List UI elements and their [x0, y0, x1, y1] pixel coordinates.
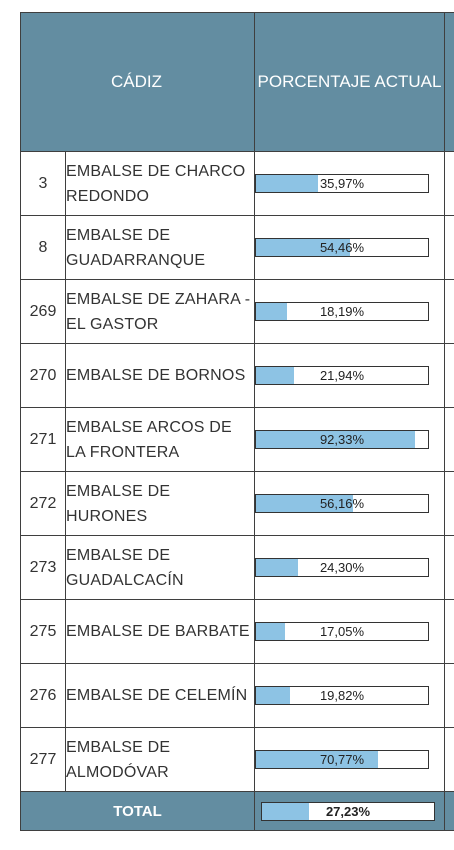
total-progress-bar: 27,23%	[261, 801, 435, 821]
percentage-cell: 35,97%	[254, 151, 445, 216]
extra-column-cell	[444, 599, 454, 664]
table-row: 272 EMBALSE DE HURONES 56,16%	[20, 471, 454, 536]
reservoir-name: EMBALSE DE CELEMÍN	[65, 663, 255, 728]
percentage-cell: 18,19%	[254, 279, 445, 344]
reservoir-id: 270	[20, 343, 66, 408]
extra-column-cell	[444, 791, 454, 831]
percentage-label: 35,97%	[319, 176, 365, 191]
reservoir-id: 275	[20, 599, 66, 664]
percentage-label: 54,46%	[319, 240, 365, 255]
extra-column-cell	[444, 151, 454, 216]
table-row: 3 EMBALSE DE CHARCO REDONDO 35,97%	[20, 151, 454, 216]
progress-fill	[256, 623, 286, 640]
table-body: 3 EMBALSE DE CHARCO REDONDO 35,97% 8 EMBALSE…	[20, 151, 454, 792]
extra-column-cell	[444, 663, 454, 728]
table-row: 273 EMBALSE DE GUADALCACÍN 24,30%	[20, 535, 454, 600]
table-row: 269 EMBALSE DE ZAHARA - EL GASTOR 18,19%	[20, 279, 454, 344]
extra-column-cell	[444, 471, 454, 536]
progress-bar: 24,30%	[255, 558, 429, 577]
reservoir-id: 3	[20, 151, 66, 216]
total-progress-fill	[262, 802, 309, 820]
extra-column-cell	[444, 407, 454, 472]
progress-bar: 19,82%	[255, 686, 429, 705]
percentage-label: 92,33%	[319, 432, 365, 447]
progress-bar: 17,05%	[255, 622, 429, 641]
percentage-label: 17,05%	[319, 624, 365, 639]
reservoir-id: 272	[20, 471, 66, 536]
reservoir-name: EMBALSE ARCOS DE LA FRONTERA	[65, 407, 255, 472]
reservoir-id: 271	[20, 407, 66, 472]
percentage-header: PORCENTAJE ACTUAL	[254, 12, 445, 152]
reservoir-name: EMBALSE DE BARBATE	[65, 599, 255, 664]
reservoir-name: EMBALSE DE BORNOS	[65, 343, 255, 408]
percentage-cell: 92,33%	[254, 407, 445, 472]
reservoir-name: EMBALSE DE CHARCO REDONDO	[65, 151, 255, 216]
extra-column-cell	[444, 279, 454, 344]
progress-fill	[256, 559, 298, 576]
reservoir-name: EMBALSE DE ZAHARA - EL GASTOR	[65, 279, 255, 344]
table-row: 276 EMBALSE DE CELEMÍN 19,82%	[20, 663, 454, 728]
percentage-label: 19,82%	[319, 688, 365, 703]
progress-fill	[256, 367, 294, 384]
progress-fill	[256, 239, 350, 256]
reservoir-id: 276	[20, 663, 66, 728]
extra-column-cell	[444, 215, 454, 280]
percentage-cell: 21,94%	[254, 343, 445, 408]
percentage-cell: 24,30%	[254, 535, 445, 600]
table-header-row: CÁDIZ PORCENTAJE ACTUAL	[20, 12, 454, 152]
reservoir-name: EMBALSE DE ALMODÓVAR	[65, 727, 255, 792]
percentage-cell: 19,82%	[254, 663, 445, 728]
percentage-label: 21,94%	[319, 368, 365, 383]
progress-fill	[256, 495, 353, 512]
province-header: CÁDIZ	[20, 12, 255, 152]
extra-column-cell	[444, 727, 454, 792]
percentage-label: 56,16%	[319, 496, 365, 511]
extra-column-header	[444, 12, 454, 152]
table-row: 270 EMBALSE DE BORNOS 21,94%	[20, 343, 454, 408]
reservoir-id: 277	[20, 727, 66, 792]
percentage-label: 70,77%	[319, 752, 365, 767]
progress-bar: 56,16%	[255, 494, 429, 513]
total-percentage-cell: 27,23%	[254, 791, 445, 831]
reservoir-name: EMBALSE DE GUADARRANQUE	[65, 215, 255, 280]
total-percentage-label: 27,23%	[325, 803, 371, 819]
progress-fill	[256, 751, 378, 768]
progress-bar: 92,33%	[255, 430, 429, 449]
reservoir-table: CÁDIZ PORCENTAJE ACTUAL 3 EMBALSE DE CHAR…	[20, 12, 454, 831]
reservoir-id: 269	[20, 279, 66, 344]
table-row: 271 EMBALSE ARCOS DE LA FRONTERA 92,33%	[20, 407, 454, 472]
percentage-label: 18,19%	[319, 304, 365, 319]
reservoir-id: 273	[20, 535, 66, 600]
progress-bar: 35,97%	[255, 174, 429, 193]
total-row: TOTAL 27,23%	[20, 791, 454, 831]
reservoir-name: EMBALSE DE GUADALCACÍN	[65, 535, 255, 600]
progress-fill	[256, 303, 288, 320]
progress-fill	[256, 175, 318, 192]
reservoir-id: 8	[20, 215, 66, 280]
total-label: TOTAL	[20, 791, 255, 831]
table-row: 275 EMBALSE DE BARBATE 17,05%	[20, 599, 454, 664]
progress-fill	[256, 687, 291, 704]
percentage-cell: 17,05%	[254, 599, 445, 664]
table-row: 277 EMBALSE DE ALMODÓVAR 70,77%	[20, 727, 454, 792]
percentage-cell: 56,16%	[254, 471, 445, 536]
extra-column-cell	[444, 343, 454, 408]
extra-column-cell	[444, 535, 454, 600]
percentage-cell: 70,77%	[254, 727, 445, 792]
progress-fill	[256, 431, 415, 448]
reservoir-name: EMBALSE DE HURONES	[65, 471, 255, 536]
percentage-cell: 54,46%	[254, 215, 445, 280]
progress-bar: 21,94%	[255, 366, 429, 385]
progress-bar: 18,19%	[255, 302, 429, 321]
progress-bar: 54,46%	[255, 238, 429, 257]
table-row: 8 EMBALSE DE GUADARRANQUE 54,46%	[20, 215, 454, 280]
progress-bar: 70,77%	[255, 750, 429, 769]
percentage-label: 24,30%	[319, 560, 365, 575]
